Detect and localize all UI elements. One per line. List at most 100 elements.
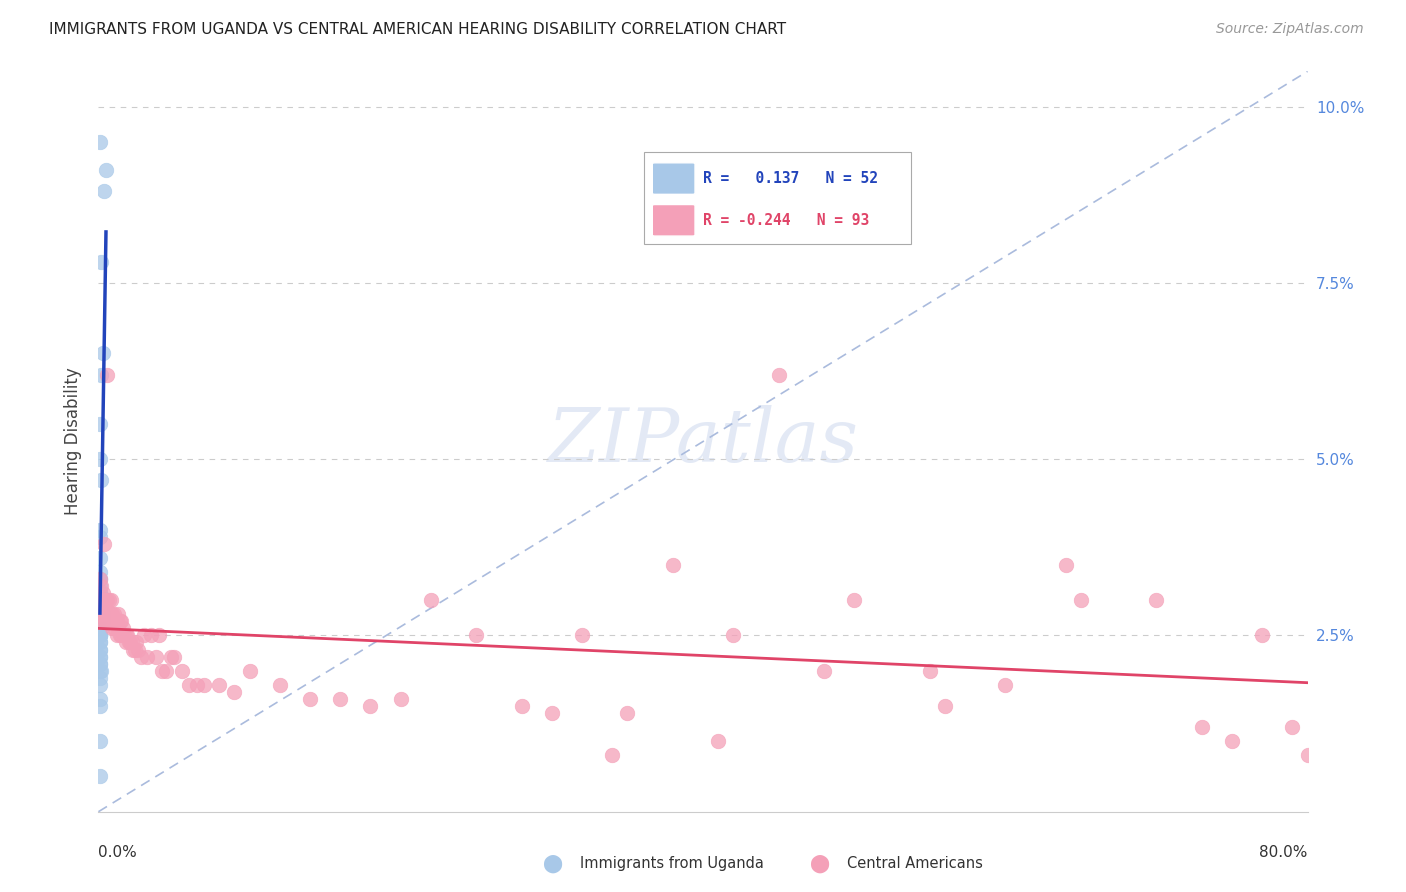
Point xyxy=(96,368,118,382)
Point xyxy=(122,642,145,657)
Point xyxy=(114,635,136,649)
Point xyxy=(94,163,117,178)
Point xyxy=(661,558,683,572)
Point xyxy=(994,678,1017,692)
Point xyxy=(107,607,129,622)
Point xyxy=(93,615,115,629)
Text: ⬤: ⬤ xyxy=(541,855,562,872)
Point xyxy=(103,615,125,629)
Point xyxy=(120,635,142,649)
Point xyxy=(89,593,111,607)
Text: 0.0%: 0.0% xyxy=(98,845,138,860)
Point xyxy=(111,621,134,635)
Point xyxy=(108,615,131,629)
Point xyxy=(94,615,117,629)
Point xyxy=(93,537,115,551)
Point xyxy=(91,615,114,629)
Point xyxy=(127,642,149,657)
Point xyxy=(89,572,111,586)
Point xyxy=(89,671,111,685)
Point xyxy=(132,628,155,642)
Point xyxy=(89,607,111,622)
Point xyxy=(1251,628,1274,642)
Point xyxy=(90,607,112,622)
Point xyxy=(193,678,215,692)
Point xyxy=(1144,593,1167,607)
Text: 80.0%: 80.0% xyxy=(1260,845,1308,860)
Point xyxy=(465,628,488,642)
Point xyxy=(89,628,111,642)
Point xyxy=(329,692,352,706)
Point xyxy=(89,642,111,657)
Point xyxy=(118,635,141,649)
FancyBboxPatch shape xyxy=(652,204,695,236)
Point xyxy=(89,628,111,642)
Point xyxy=(89,698,111,713)
Point xyxy=(163,649,186,664)
Point xyxy=(160,649,183,664)
Point xyxy=(299,692,322,706)
Point xyxy=(94,607,117,622)
Point xyxy=(89,635,111,649)
Point xyxy=(89,635,111,649)
Point xyxy=(135,649,157,664)
Point xyxy=(89,135,111,149)
Point xyxy=(90,664,112,678)
Point xyxy=(360,698,382,713)
Point xyxy=(107,621,129,635)
Point xyxy=(121,635,143,649)
Point xyxy=(723,628,745,642)
Text: Central Americans: Central Americans xyxy=(846,856,983,871)
Point xyxy=(89,579,111,593)
Point xyxy=(93,184,115,198)
Point xyxy=(934,698,956,713)
Point xyxy=(1191,720,1213,734)
Text: ZIPatlas: ZIPatlas xyxy=(547,405,859,478)
Point xyxy=(918,664,941,678)
Point xyxy=(104,615,127,629)
Point xyxy=(89,586,111,600)
Point xyxy=(89,593,111,607)
Point xyxy=(91,607,114,622)
Point xyxy=(186,678,208,692)
Point xyxy=(90,368,112,382)
Point xyxy=(115,628,138,642)
Point xyxy=(89,628,111,642)
Point xyxy=(540,706,562,720)
Point xyxy=(105,615,128,629)
Point xyxy=(148,628,170,642)
Point xyxy=(90,579,112,593)
Point xyxy=(93,593,115,607)
Point xyxy=(90,615,112,629)
Point xyxy=(91,346,114,360)
Point xyxy=(89,621,111,635)
Point xyxy=(96,593,118,607)
Point xyxy=(89,593,111,607)
Point xyxy=(1296,748,1319,763)
Point xyxy=(89,593,111,607)
Point xyxy=(602,748,624,763)
Point xyxy=(89,586,111,600)
Point xyxy=(89,572,111,586)
Point xyxy=(616,706,638,720)
Point xyxy=(129,649,152,664)
Point xyxy=(89,642,111,657)
Point xyxy=(100,593,122,607)
Point xyxy=(101,621,124,635)
Point xyxy=(89,565,111,579)
Point xyxy=(98,607,121,622)
Point xyxy=(94,593,117,607)
Point xyxy=(89,523,111,537)
FancyBboxPatch shape xyxy=(644,152,911,244)
Point xyxy=(269,678,291,692)
Point xyxy=(844,593,866,607)
Y-axis label: Hearing Disability: Hearing Disability xyxy=(63,368,82,516)
Point xyxy=(114,628,136,642)
Text: IMMIGRANTS FROM UGANDA VS CENTRAL AMERICAN HEARING DISABILITY CORRELATION CHART: IMMIGRANTS FROM UGANDA VS CENTRAL AMERIC… xyxy=(49,22,786,37)
Point xyxy=(110,628,132,642)
Point xyxy=(707,734,730,748)
Point xyxy=(420,593,443,607)
Point xyxy=(89,600,111,615)
Point xyxy=(90,254,112,268)
Point xyxy=(103,607,125,622)
